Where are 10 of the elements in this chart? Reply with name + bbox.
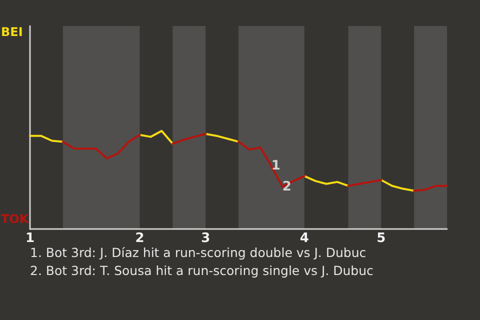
- text: BEI: [1, 25, 23, 39]
- annotation: 1: [271, 158, 280, 174]
- x-tick-label: 4: [300, 231, 309, 246]
- x-tick-label: 2: [135, 231, 144, 246]
- text: 2. Bot 3rd: T. Sousa hit a run-scoring single vs J. Dubuc: [30, 262, 374, 280]
- x-tick-label: 5: [376, 231, 386, 246]
- text: TOK: [1, 212, 30, 226]
- x-tick-label: 1: [25, 231, 35, 246]
- x-tick-label: 3: [201, 231, 210, 246]
- text: 1. Bot 3rd: J. Díaz hit a run-scoring double vs J. Dubuc: [30, 244, 368, 262]
